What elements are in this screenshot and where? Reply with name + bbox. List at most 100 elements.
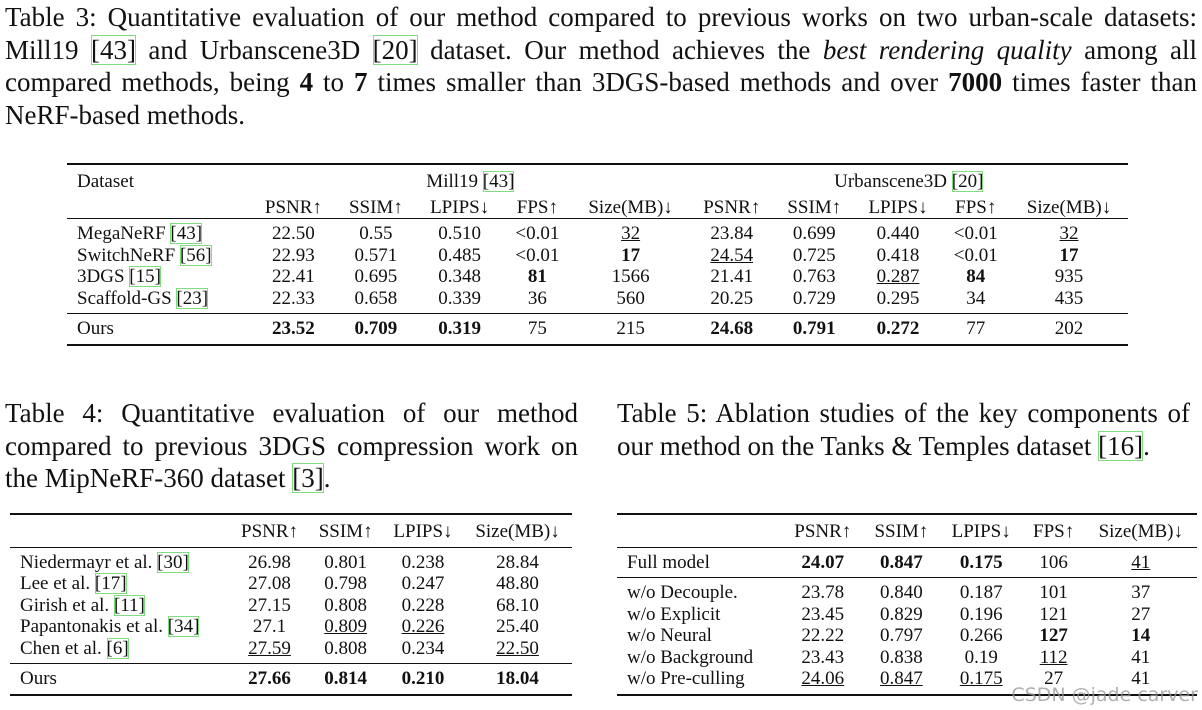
header-cell: FPS↑ [941, 196, 1010, 219]
cell-value: 0.847 [880, 551, 923, 573]
caption-text: Table 5: Ablation studies of the key com… [617, 398, 1190, 461]
cell-value: 18.04 [496, 668, 539, 689]
citation: [20] [951, 171, 984, 192]
table-cell: 0.226 [383, 616, 463, 638]
header-cell: Size(MB)↓ [463, 514, 572, 548]
table-cell: <0.01 [953, 244, 998, 266]
cell-value: 0.319 [438, 318, 482, 339]
header-row: PSNR↑ SSIM↑ LPIPS↓ FPS↑ Size(MB)↓ [617, 514, 1197, 548]
row-label: Ours [10, 663, 231, 695]
table-cell: 0.266 [959, 625, 1003, 646]
table-row: Girish et al. [11] 27.15 0.808 0.228 68.10 [10, 594, 572, 617]
table-cell: 0.272 [854, 313, 942, 345]
table-cell: 0.725 [792, 244, 836, 266]
row-label: w/o Explicit [627, 603, 721, 625]
citation: [6] [106, 637, 129, 659]
row-label: MegaNeRF [43] [77, 223, 203, 244]
table-cell: 24.54 [690, 245, 774, 267]
citation: [43] [482, 171, 515, 192]
header-cell [67, 196, 252, 219]
table-cell: 28.84 [496, 551, 539, 573]
table-cell: 27.15 [248, 594, 291, 616]
table-cell: 112 [1023, 647, 1085, 669]
row-label: Scaffold-GS [23] [77, 287, 209, 309]
table-cell: 106 [1039, 551, 1068, 573]
table-cell: 0.295 [876, 287, 920, 309]
table-cell: 0.847 [863, 668, 940, 695]
table-cell: 0.798 [324, 573, 368, 594]
table-cell: 23.52 [251, 313, 336, 345]
table-cell: 127 [1023, 625, 1085, 647]
caption-text: among all compared methods, being [5, 34, 1198, 98]
table-cell: 27.1 [252, 616, 287, 637]
table-row: 3DGS [15] 22.41 0.695 0.348 81 1566 21.41 0.763… [67, 266, 1128, 288]
table: Dataset Mill19 [43] Urbanscene3D [20] PSNR↑… [67, 163, 1128, 346]
table-row: w/o Pre-culling 24.06 0.847 0.175 27 41 [617, 668, 1197, 695]
caption-text: 7000 [948, 67, 1003, 97]
cell-value: 0.226 [401, 616, 445, 637]
table-cell: 0.571 [354, 244, 398, 266]
table-cell: 0.485 [438, 244, 482, 266]
table-cell: 0.763 [792, 266, 836, 287]
header-cell: SSIM↑ [773, 196, 855, 219]
cell-value: 81 [527, 266, 547, 287]
caption-text: Table 4: Quantitative evaluation of our … [5, 398, 578, 493]
table-cell: 0.247 [401, 573, 445, 594]
cell-value: 24.54 [710, 244, 754, 266]
cell-value: 22.50 [496, 637, 539, 659]
citation: [3] [292, 463, 324, 493]
citation: [43] [90, 34, 136, 65]
cell-value: 0.287 [876, 266, 920, 287]
table-cell: 24.06 [783, 668, 863, 695]
table-cell: 1566 [611, 266, 650, 287]
table-cell: 0.809 [308, 616, 382, 638]
table-caption: Table 4: Quantitative evaluation of our … [5, 397, 578, 495]
table-cell: 27.08 [248, 573, 291, 594]
table-cell: 0.658 [354, 287, 398, 309]
table-row: MegaNeRF [43] 22.50 0.55 0.510 <0.01 32 23.84 0… [67, 219, 1128, 245]
table-cell: 215 [571, 313, 690, 345]
table-row: Lee et al. [17] 27.08 0.798 0.247 48.80 [10, 573, 572, 595]
table-cell: 75 [503, 313, 572, 345]
table-cell: 0.829 [880, 603, 923, 625]
header-cell: SSIM↑ [335, 196, 417, 219]
cell-value: 0.709 [354, 318, 398, 339]
table-cell: 0.791 [773, 313, 855, 345]
table-cell: 81 [503, 266, 571, 288]
header-cell: PSNR↑ [782, 514, 864, 548]
table-cell: 0.210 [382, 663, 464, 695]
cell-value: 0.809 [324, 616, 368, 637]
cell-value: 23.52 [272, 318, 315, 339]
watermark: CSDN @jade carver [1011, 684, 1198, 706]
header-cell [617, 514, 783, 548]
caption-text: to [313, 67, 355, 97]
caption-text: 7 [354, 67, 368, 97]
table-cell: 435 [1054, 287, 1084, 309]
table-cell: 0.847 [863, 547, 940, 578]
table-cell: 0.228 [401, 594, 445, 616]
header-cell: Size(MB)↓ [1009, 196, 1128, 219]
table-cell: 0.238 [401, 551, 445, 573]
cell-value: 27.59 [248, 637, 291, 659]
table-cell: 0.319 [416, 313, 504, 345]
row-label: Full model [627, 551, 710, 573]
table-cell: 0.709 [335, 313, 417, 345]
table-caption: Table 3: Quantitative evaluation of our … [5, 1, 1197, 131]
citation: [20] [372, 34, 418, 65]
table-cell: 22.50 [272, 223, 315, 244]
cell-value: 84 [966, 266, 986, 287]
table-cell: 0.234 [401, 637, 445, 659]
table-cell: 0.797 [880, 625, 923, 646]
table-cell: 0.838 [880, 646, 923, 668]
caption-text: times smaller than 3DGS-based methods an… [367, 67, 949, 97]
table-cell: 17 [572, 245, 690, 267]
table-cell: 32 [1010, 219, 1128, 245]
row-label: 3DGS [15] [77, 266, 161, 287]
table-row: Papantonakis et al. [34] 27.1 0.809 0.226 25… [10, 616, 572, 638]
table-cell: 23.45 [801, 603, 845, 625]
citation: [16] [1098, 430, 1144, 461]
table-cell: 0.729 [792, 287, 836, 309]
caption-text: best rendering quality [822, 34, 1072, 65]
table-cell: 23.84 [710, 223, 754, 244]
